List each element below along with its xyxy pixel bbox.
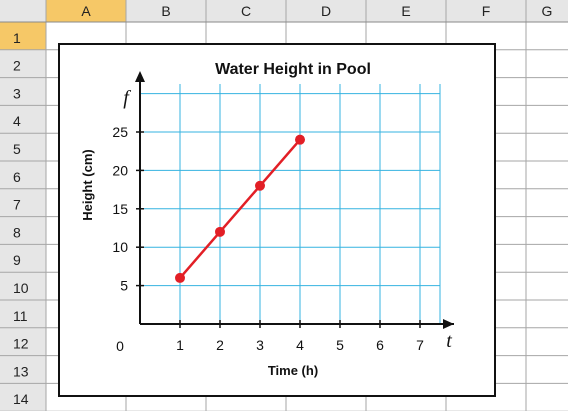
row-header-9[interactable]: 9 [13,252,21,268]
origin-label: 0 [116,338,124,354]
y-tick-label: 5 [120,278,128,294]
chart-tick-labels: 1 2 3 4 5 6 7 5 10 15 20 25 [112,124,424,353]
row-header-10[interactable]: 10 [13,280,29,296]
row-header-7[interactable]: 7 [13,197,21,213]
row-header-6[interactable]: 6 [13,169,21,185]
y-variable-label: f [123,87,131,109]
y-tick-label: 25 [112,124,128,140]
x-tick-label: 6 [376,337,384,353]
x-tick-label: 4 [296,337,304,353]
data-point[interactable] [295,134,305,145]
column-header-a[interactable]: A [81,3,91,19]
column-header-selected[interactable] [46,0,126,22]
row-header-3[interactable]: 3 [13,85,21,101]
chart[interactable]: Water Height in Pool Height (cm) Time (h… [58,43,496,397]
column-header-g[interactable]: G [542,3,553,19]
x-axis-arrow [443,319,454,329]
y-tick-label: 20 [112,162,128,178]
row-header-12[interactable]: 12 [13,336,29,352]
series-line [179,138,301,279]
line-chart: Water Height in Pool Height (cm) Time (h… [80,61,454,378]
x-tick-label: 7 [416,337,424,353]
column-header-c[interactable]: C [241,3,251,19]
row-header-5[interactable]: 5 [13,141,21,157]
row-header-14[interactable]: 14 [13,391,29,407]
row-header-1[interactable]: 1 [13,30,21,46]
y-tick-label: 15 [112,201,128,217]
row-header-4[interactable]: 4 [13,113,21,129]
column-header-d[interactable]: D [321,3,331,19]
column-header-f[interactable]: F [482,3,491,19]
column-header-b[interactable]: B [161,3,170,19]
row-header-8[interactable]: 8 [13,224,21,240]
chart-title: Water Height in Pool [215,61,371,78]
row-header-13[interactable]: 13 [13,363,29,379]
x-tick-label: 2 [216,337,224,353]
row-header-11[interactable]: 11 [13,308,28,324]
row-header-selected[interactable] [0,22,46,50]
y-axis-label: Height (cm) [80,149,95,221]
chart-series [175,134,305,283]
x-variable-label: t [446,330,452,352]
x-tick-label: 3 [256,337,264,353]
x-tick-label: 5 [336,337,344,353]
y-axis-arrow [135,71,145,82]
y-tick-label: 10 [112,239,128,255]
column-header-e[interactable]: E [401,3,410,19]
row-header-2[interactable]: 2 [13,58,21,74]
chart-gridlines [140,84,441,325]
data-point[interactable] [215,226,225,237]
x-axis-label: Time (h) [268,363,318,378]
data-point[interactable] [255,180,265,191]
x-tick-label: 1 [176,337,184,353]
chart-axes [135,71,454,329]
column-header-bar [0,0,568,22]
data-point[interactable] [175,272,185,283]
